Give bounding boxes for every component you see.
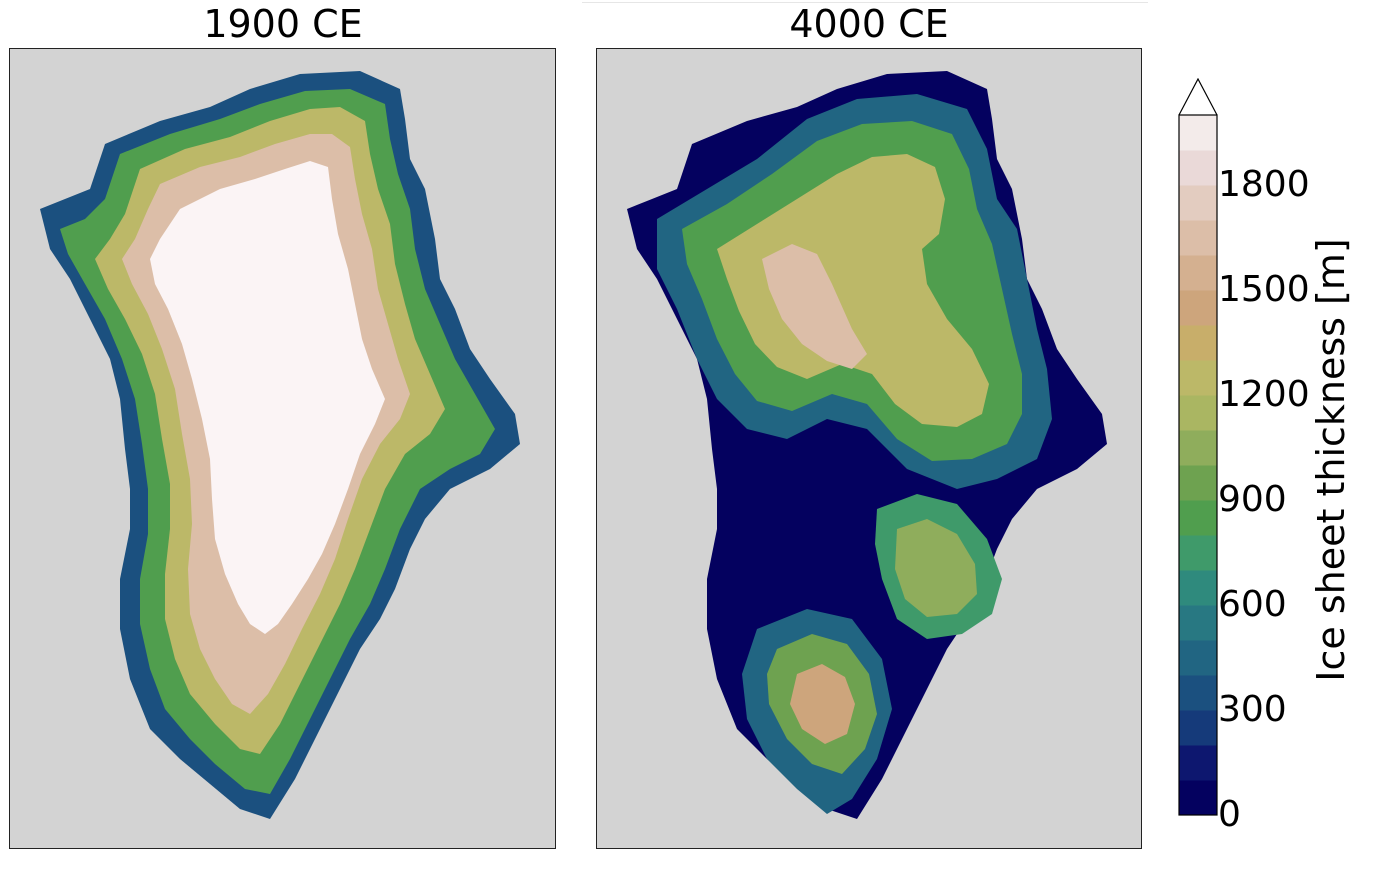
colorbar-band bbox=[1179, 255, 1217, 291]
colorbar-tick-label: 1800 bbox=[1218, 164, 1310, 205]
colorbar-label: Ice sheet thickness [m] bbox=[1309, 238, 1353, 682]
top-divider-line bbox=[582, 2, 1148, 3]
colorbar-band bbox=[1179, 150, 1217, 186]
colorbar-band bbox=[1179, 395, 1217, 431]
map-panel-4000 bbox=[596, 48, 1142, 849]
ice-north-olive bbox=[717, 154, 989, 427]
colorbar-band bbox=[1179, 570, 1217, 606]
panel-title-4000: 4000 CE bbox=[789, 2, 949, 46]
colorbar-tick-label: 300 bbox=[1218, 689, 1287, 730]
colorbar-band bbox=[1179, 325, 1217, 361]
colorbar bbox=[1178, 78, 1218, 816]
colorbar-band bbox=[1179, 465, 1217, 501]
map-panel-1900 bbox=[9, 48, 556, 849]
colorbar-band bbox=[1179, 605, 1217, 641]
ice-east-core bbox=[895, 519, 977, 617]
colorbar-band bbox=[1179, 535, 1217, 571]
colorbar-band bbox=[1179, 220, 1217, 256]
panel-title-1900: 1900 CE bbox=[203, 2, 363, 46]
colorbar-tick-label: 0 bbox=[1218, 794, 1241, 835]
colorbar-band bbox=[1179, 640, 1217, 676]
colorbar-band bbox=[1179, 500, 1217, 536]
colorbar-outline bbox=[1178, 114, 1218, 816]
colorbar-tick-label: 1200 bbox=[1218, 374, 1310, 415]
colorbar-bands bbox=[1179, 115, 1217, 816]
colorbar-band bbox=[1179, 745, 1217, 781]
colorbar-tick-label: 600 bbox=[1218, 584, 1287, 625]
colorbar-tick-label: 1500 bbox=[1218, 269, 1310, 310]
colorbar-band bbox=[1179, 675, 1217, 711]
ice-band-interior bbox=[150, 161, 385, 634]
greenland-map-4000 bbox=[627, 71, 1107, 819]
colorbar-band bbox=[1179, 710, 1217, 746]
colorbar-band bbox=[1179, 290, 1217, 326]
ice-south-tan bbox=[790, 664, 855, 744]
colorbar-tick-label: 900 bbox=[1218, 479, 1287, 520]
colorbar-band bbox=[1179, 185, 1217, 221]
colorbar-band bbox=[1179, 115, 1217, 151]
greenland-map-1900 bbox=[40, 71, 520, 819]
colorbar-band bbox=[1179, 360, 1217, 396]
ice-north-tan bbox=[762, 244, 867, 369]
colorbar-extend-triangle bbox=[1178, 78, 1218, 116]
colorbar-band bbox=[1179, 430, 1217, 466]
colorbar-band bbox=[1179, 780, 1217, 816]
